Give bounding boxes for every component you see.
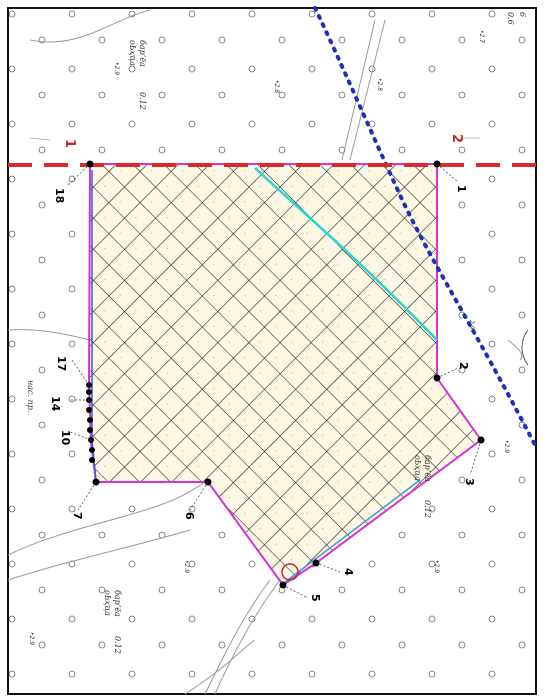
section-label-end: 2 [449, 134, 464, 143]
label-leaders [67, 163, 482, 599]
point-label-18: 18 [53, 188, 66, 203]
point-label-6: 6 [183, 512, 196, 520]
elevation-3: •2.8 [376, 78, 383, 91]
point-label-10: 10 [59, 430, 72, 446]
map-label-d: наc. пр. [26, 380, 35, 412]
point-label-5: 5 [309, 594, 322, 602]
map-label-a2: 0.12 [138, 92, 147, 110]
elevation-6: •2.9 [183, 560, 190, 573]
map-label-b2: 0.12 [423, 500, 432, 518]
map-label-c2: 0.12 [113, 636, 122, 654]
vertex-13 [86, 407, 92, 413]
map-label-a3: оЬҳҵа [128, 40, 137, 66]
map-label-e: 6 [518, 12, 527, 17]
point-label-3: 3 [463, 478, 476, 486]
point-label-1: 1 [455, 185, 468, 193]
point-label-4: 4 [342, 568, 355, 576]
edge-bracket [521, 329, 529, 366]
blue-inner-edge-2 [284, 479, 421, 583]
map-label-b3: оЬҳҵа [413, 455, 422, 481]
marker-circle [281, 563, 299, 581]
point-label-17: 17 [55, 356, 68, 371]
point-label-2: 2 [457, 362, 470, 370]
vertex-12 [87, 417, 93, 423]
map-label-b1: бар’ёа [423, 455, 432, 482]
vertex-8 [89, 457, 95, 463]
map-label-e2: 0.6 [506, 12, 515, 25]
map-label-c3: оЬҳҵа [103, 590, 112, 616]
elevation-1: •2.9 [113, 62, 120, 75]
elevation-4: •2.9 [503, 440, 510, 453]
elevation-7: •2.9 [28, 632, 35, 645]
section-leader-1 [29, 137, 51, 141]
elevation-9: 2.9 [468, 320, 475, 330]
blue-dotted-boundary [313, 6, 537, 447]
section-label-start: 1 [62, 139, 77, 148]
vertex-15 [86, 389, 92, 395]
map-label-c1: бар’ёа [113, 590, 122, 617]
elevation-8: •2.7 [478, 30, 485, 43]
elevation-2: •2.8 [273, 80, 280, 93]
point-label-14: 14 [49, 396, 62, 412]
vertex-9 [89, 447, 95, 453]
vertex-11 [87, 427, 93, 433]
point-label-7: 7 [71, 512, 84, 520]
elevation-5: •2.9 [433, 560, 440, 573]
map-label-a1: бар’ёа [138, 40, 147, 67]
cyan-boundary-line [254, 167, 438, 341]
